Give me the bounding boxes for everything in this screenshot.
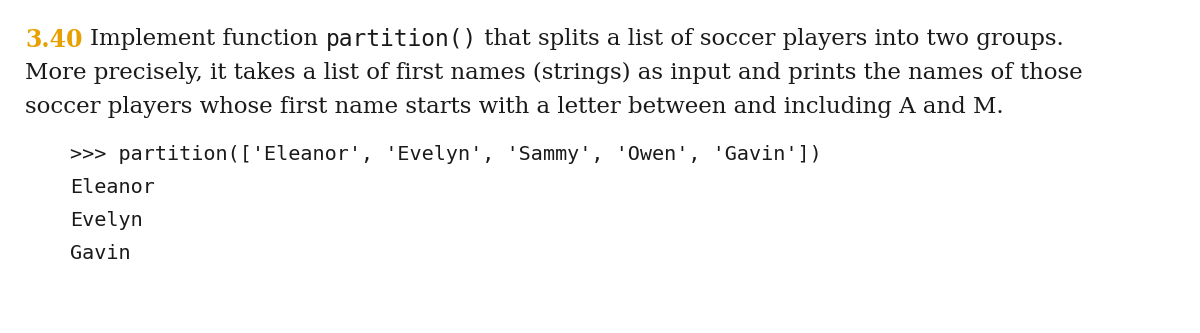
Text: Gavin: Gavin (70, 244, 131, 263)
Text: Evelyn: Evelyn (70, 211, 143, 230)
Text: soccer players whose first name starts with a letter between and including A and: soccer players whose first name starts w… (25, 96, 1003, 118)
Text: 3.40: 3.40 (25, 28, 83, 52)
Text: More precisely, it takes a list of first names (strings) as input and prints the: More precisely, it takes a list of first… (25, 62, 1082, 84)
Text: partition(): partition() (325, 28, 478, 51)
Text: that splits a list of soccer players into two groups.: that splits a list of soccer players int… (478, 28, 1063, 50)
Text: Eleanor: Eleanor (70, 178, 155, 197)
Text: >>> partition(['Eleanor', 'Evelyn', 'Sammy', 'Owen', 'Gavin']): >>> partition(['Eleanor', 'Evelyn', 'Sam… (70, 145, 822, 164)
Text: Implement function: Implement function (90, 28, 325, 50)
